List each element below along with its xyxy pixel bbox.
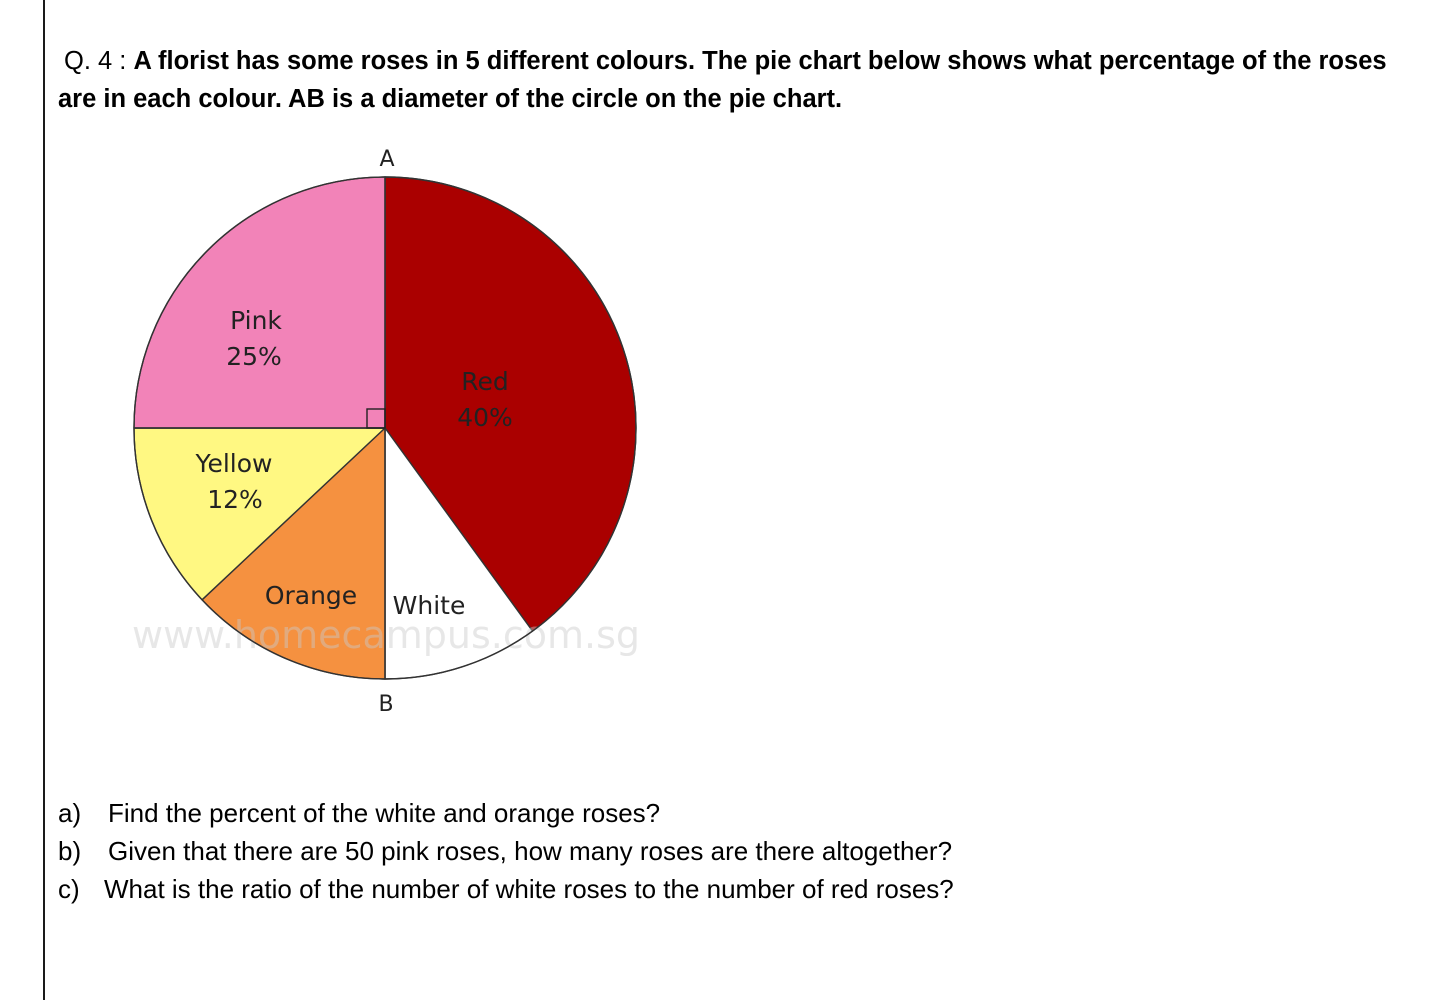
question-text: A florist has some roses in 5 different … [58, 47, 1387, 113]
sub-question-marker: c) [58, 874, 80, 904]
watermark-text: www.homecampus.com.sg [132, 613, 640, 657]
right-angle-marker [366, 408, 386, 429]
slice-name-pink: Pink [230, 306, 282, 335]
question-block: Q. 4 : A florist has some roses in 5 dif… [58, 42, 1423, 118]
sub-question-a: a) Find the percent of the white and oran… [58, 794, 954, 832]
slice-name-yellow: Yellow [195, 449, 273, 478]
sub-question-c: c) What is the ratio of the number of whi… [58, 870, 954, 908]
pie-slice-pink [133, 176, 386, 429]
left-margin-rule [43, 0, 45, 1000]
sub-question-text: Given that there are 50 pink roses, how … [108, 836, 953, 866]
sub-question-b: b) Given that there are 50 pink roses, ho… [58, 832, 954, 870]
slice-pct-red: 40% [457, 403, 513, 432]
sub-questions: a) Find the percent of the white and oran… [58, 794, 954, 908]
sub-question-marker: b) [58, 836, 82, 866]
sub-question-marker: a) [58, 798, 82, 828]
pie-outline [133, 176, 637, 680]
slice-name-red: Red [461, 367, 509, 396]
slice-pct-yellow: 12% [207, 485, 263, 514]
question-number: Q. 4 : [64, 47, 127, 75]
point-label-a: A [379, 147, 394, 172]
sub-question-text: Find the percent of the white and orange… [108, 798, 661, 828]
point-label-b: B [378, 692, 393, 717]
slice-name-orange: Orange [265, 581, 357, 610]
slice-pct-pink: 25% [226, 342, 282, 371]
sub-question-text: What is the ratio of the number of white… [104, 874, 954, 904]
slice-name-white: White [393, 591, 466, 620]
